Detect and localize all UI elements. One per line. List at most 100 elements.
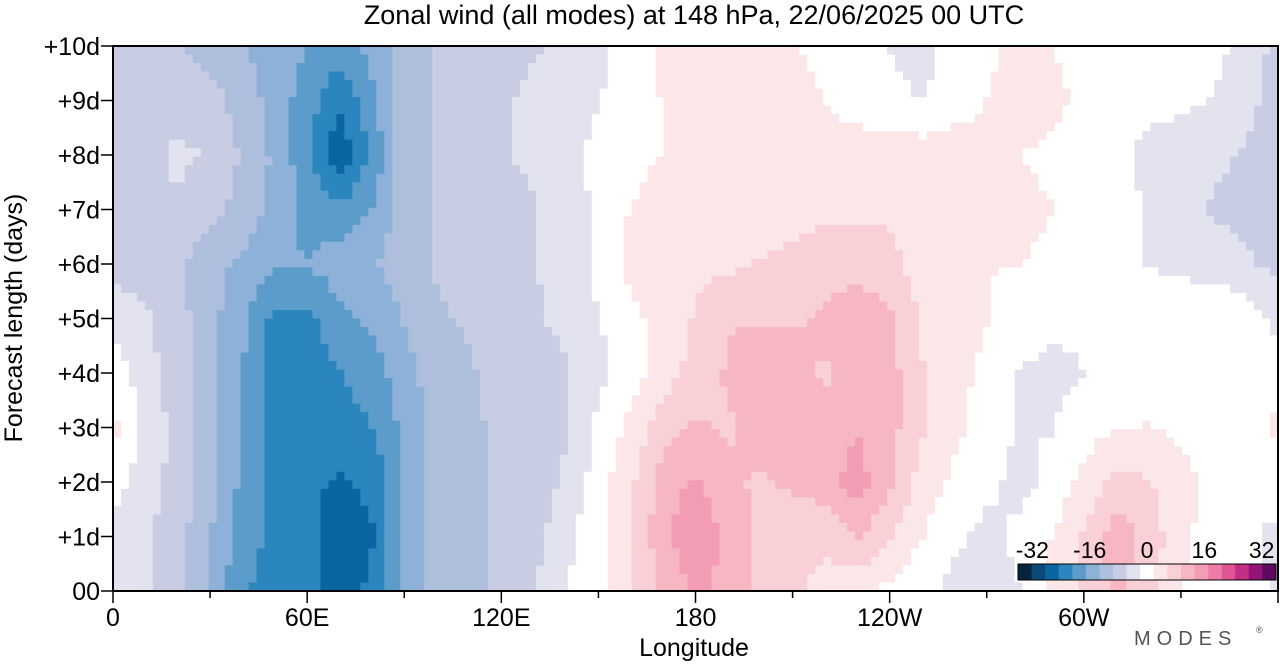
- field-cell: [216, 54, 226, 64]
- field-cell: [855, 88, 864, 98]
- field-cell: [1086, 327, 1096, 337]
- field-cell: [472, 122, 481, 132]
- field-cell: [1046, 233, 1056, 243]
- field-cell: [1238, 71, 1247, 81]
- field-cell: [208, 275, 218, 286]
- field-cell: [496, 233, 505, 243]
- field-cell: [224, 182, 234, 192]
- field-cell: [232, 207, 242, 217]
- field-cell: [727, 199, 736, 209]
- field-cell: [735, 301, 744, 311]
- field-cell: [751, 207, 760, 217]
- field-cell: [184, 284, 194, 294]
- field-cell: [974, 309, 984, 320]
- field-cell: [719, 309, 729, 320]
- field-cell: [200, 216, 210, 226]
- field-cell: [759, 309, 768, 320]
- field-cell: [535, 148, 545, 158]
- field-cell: [200, 275, 210, 286]
- field-cell: [216, 309, 226, 320]
- field-cell: [176, 105, 186, 115]
- field-cell: [224, 156, 234, 166]
- field-cell: [1054, 216, 1064, 226]
- field-cell: [743, 309, 752, 320]
- field-cell: [400, 284, 409, 294]
- field-cell: [807, 216, 816, 226]
- field-cell: [527, 156, 537, 166]
- field-cell: [575, 131, 585, 141]
- field-cell: [839, 216, 848, 226]
- field-cell: [464, 258, 473, 269]
- field-cell: [408, 139, 417, 149]
- field-cell: [344, 71, 353, 81]
- field-cell: [567, 207, 577, 217]
- field-cell: [1206, 216, 1215, 226]
- field-cell: [296, 156, 306, 166]
- field-cell: [1030, 88, 1040, 98]
- field-cell: [735, 241, 744, 251]
- field-cell: [224, 327, 234, 337]
- field-cell: [543, 156, 553, 166]
- field-cell: [1174, 46, 1183, 56]
- field-cell: [1014, 233, 1024, 243]
- field-cell: [918, 122, 928, 132]
- field-cell: [902, 97, 912, 107]
- field-cell: [184, 63, 194, 73]
- field-cell: [1190, 207, 1199, 217]
- field-cell: [1262, 114, 1271, 124]
- field-cell: [623, 182, 633, 192]
- field-cell: [176, 335, 186, 345]
- field-cell: [990, 182, 1000, 192]
- field-cell: [535, 71, 545, 81]
- field-cell: [456, 105, 465, 115]
- field-cell: [208, 80, 218, 90]
- field-cell: [216, 80, 226, 90]
- field-cell: [1254, 250, 1263, 260]
- field-cell: [743, 258, 752, 269]
- field-cell: [216, 71, 226, 81]
- field-cell: [887, 122, 896, 132]
- field-cell: [113, 207, 122, 217]
- field-cell: [727, 241, 736, 251]
- field-cell: [615, 139, 625, 149]
- field-cell: [440, 88, 449, 98]
- field-cell: [200, 63, 210, 73]
- field-cell: [711, 284, 721, 294]
- field-cell: [1270, 80, 1278, 90]
- field-cell: [679, 80, 689, 90]
- field-cell: [456, 301, 465, 311]
- field-cell: [655, 131, 665, 141]
- field-cell: [679, 114, 689, 124]
- field-cell: [743, 327, 752, 337]
- field-cell: [1214, 327, 1223, 337]
- field-cell: [942, 114, 952, 124]
- field-cell: [567, 54, 577, 64]
- field-cell: [647, 267, 657, 277]
- field-cell: [615, 105, 625, 115]
- field-cell: [671, 284, 681, 294]
- field-cell: [583, 173, 593, 183]
- field-cell: [807, 97, 816, 107]
- field-cell: [631, 292, 641, 303]
- field-cell: [128, 131, 138, 141]
- field-cell: [599, 122, 609, 132]
- field-cell: [1110, 139, 1120, 149]
- field-cell: [583, 258, 593, 269]
- field-cell: [424, 165, 433, 175]
- field-cell: [1222, 182, 1231, 192]
- field-cell: [160, 105, 170, 115]
- field-cell: [120, 258, 130, 269]
- field-cell: [679, 139, 689, 149]
- field-cell: [1150, 241, 1159, 251]
- field-cell: [1046, 275, 1056, 286]
- field-cell: [113, 182, 122, 192]
- field-cell: [695, 250, 705, 260]
- field-cell: [456, 173, 465, 183]
- field-cell: [926, 275, 936, 286]
- field-cell: [168, 165, 178, 175]
- field-cell: [1070, 173, 1080, 183]
- field-cell: [392, 122, 401, 132]
- field-cell: [192, 335, 202, 345]
- field-cell: [1254, 114, 1263, 124]
- field-cell: [440, 131, 449, 141]
